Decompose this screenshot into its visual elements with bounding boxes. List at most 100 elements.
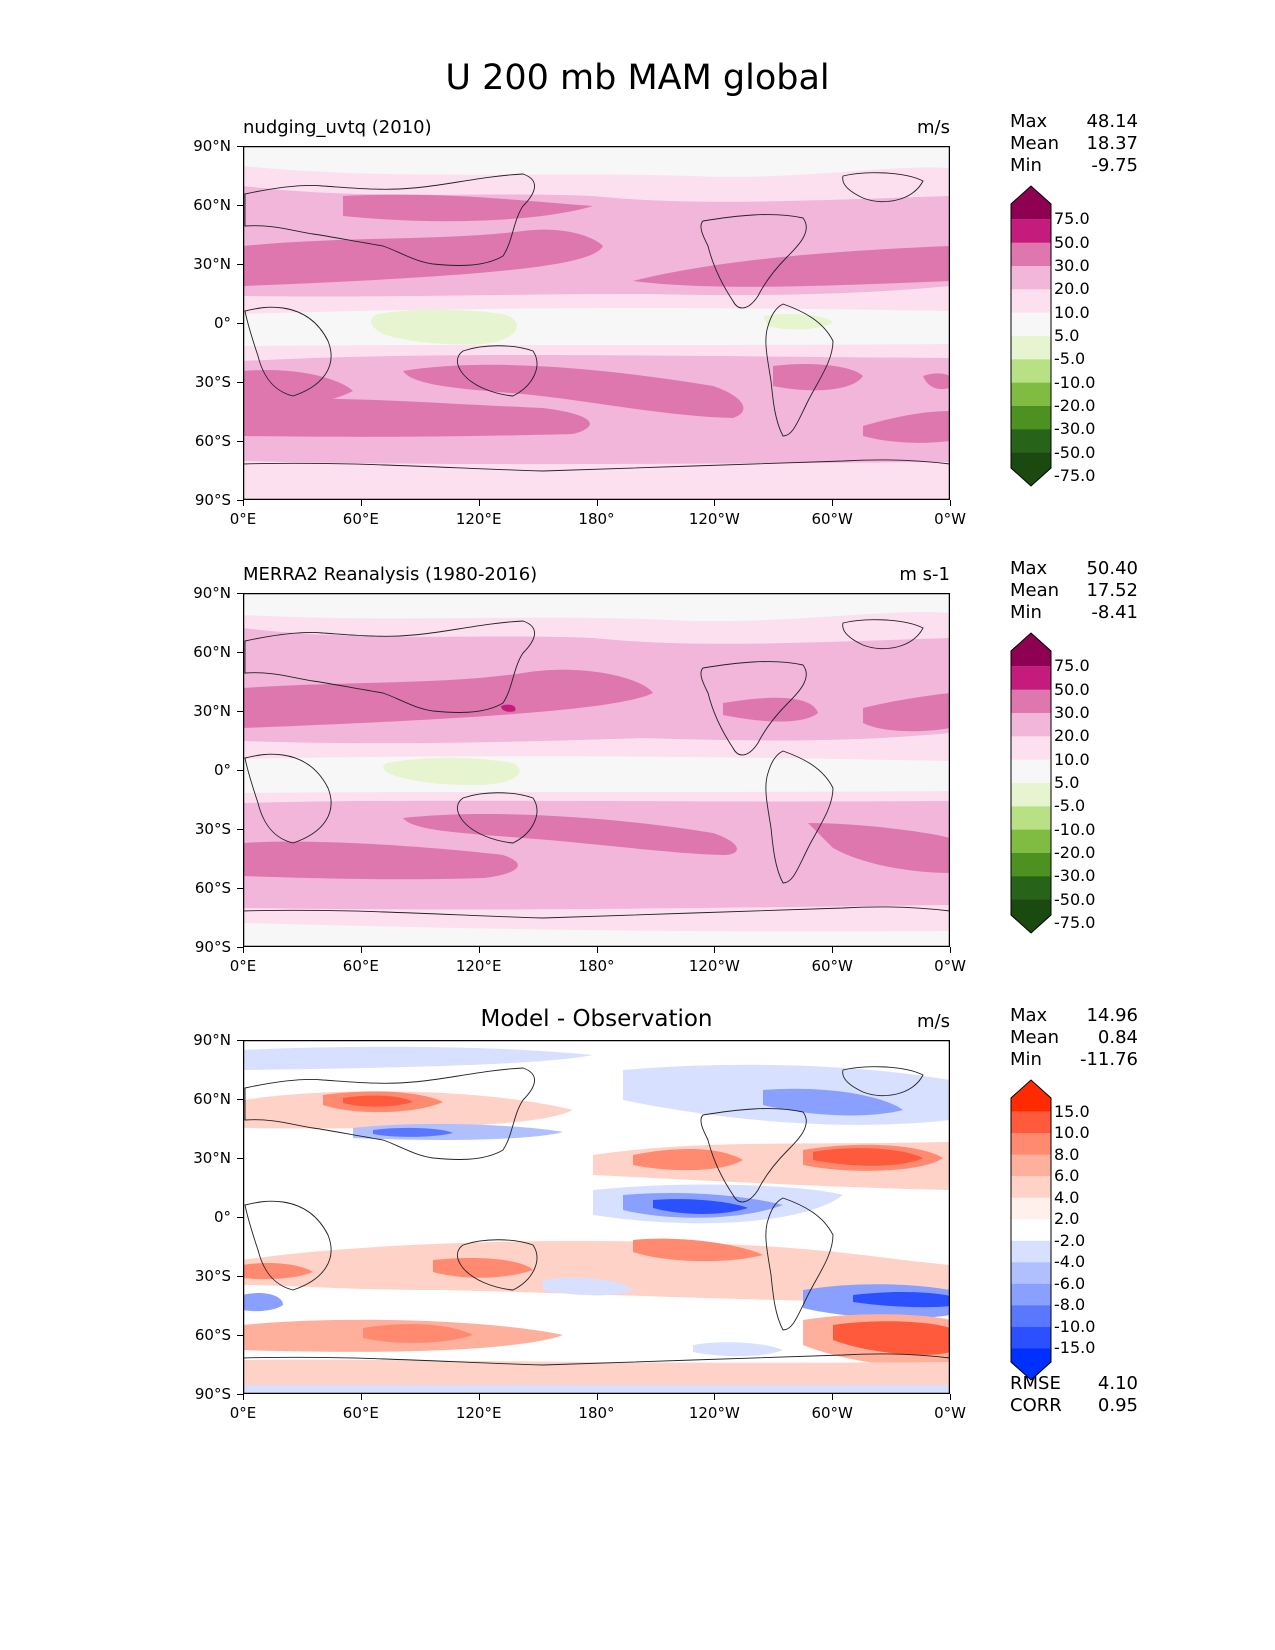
colorbar-tick-label: 30.0: [1054, 256, 1090, 275]
lat-tick-label: 30°N: [193, 1149, 231, 1167]
lon-tick-mark: [478, 1394, 480, 1400]
contour-band: [371, 309, 517, 345]
colorbar-swatch: [1011, 876, 1051, 901]
lon-tick-mark: [714, 1394, 716, 1400]
lon-tick-mark: [243, 1394, 244, 1400]
colorbar-swatch: [1011, 1176, 1051, 1199]
colorbar-swatch: [1011, 666, 1051, 691]
lat-tick-mark: [237, 1099, 243, 1100]
colorbar-tick-label: -8.0: [1054, 1295, 1086, 1315]
contour-band: [633, 246, 950, 287]
lat-tick-mark: [237, 1040, 243, 1041]
colorbar-swatch: [1011, 312, 1051, 337]
colorbar-swatch: [1011, 1326, 1051, 1349]
max-value: 50.40: [1086, 558, 1138, 579]
lat-tick-mark: [237, 146, 243, 147]
lat-tick-label: 30°N: [193, 255, 231, 273]
coastline: [842, 1066, 924, 1097]
panel-1-units: m/s: [917, 117, 950, 138]
contour-band: [243, 370, 353, 407]
lat-tick-mark: [237, 947, 243, 948]
lon-tick-mark: [478, 500, 480, 506]
contour-band: [363, 1324, 473, 1343]
lon-tick-label: 120°E: [455, 1404, 502, 1422]
colorbar-tick-label: 10.0: [1054, 1123, 1090, 1143]
max-label: Max: [1010, 1005, 1048, 1026]
contour-band: [863, 411, 950, 443]
coastline: [456, 345, 538, 397]
lon-tick-mark: [596, 500, 598, 506]
contour-band: [243, 1359, 950, 1389]
lon-tick-mark: [950, 1394, 951, 1400]
contour-band: [243, 1385, 950, 1394]
panel-1-title: nudging_uvtq (2010): [243, 117, 432, 138]
lat-tick-mark: [237, 829, 243, 830]
min-label: Min: [1010, 1049, 1042, 1070]
colorbar-swatch: [1011, 186, 1051, 220]
colorbar-tick-label: -5.0: [1054, 796, 1086, 816]
lat-tick-label: 60°N: [193, 196, 231, 214]
contour-band: [243, 229, 603, 286]
coastline: [765, 750, 834, 884]
colorbar-tick-label: 5.0: [1054, 773, 1080, 792]
coastline: [244, 1067, 535, 1160]
contour-band: [343, 194, 593, 222]
colorbar-tick-label: -2.0: [1054, 1230, 1086, 1250]
coastlines: [243, 1066, 950, 1366]
lon-tick-label: 120°E: [455, 957, 502, 975]
lon-tick-label: 60°W: [811, 957, 853, 975]
contour-band: [373, 1127, 453, 1137]
lat-tick-mark: [237, 441, 243, 442]
coastline: [700, 1108, 807, 1203]
map-frame: [243, 1040, 950, 1394]
min-label: Min: [1010, 602, 1042, 623]
coastline: [243, 459, 950, 472]
colorbar-tick-label: 2.0: [1054, 1209, 1080, 1229]
panel-3-stats: Max 14.96 Mean 0.84 Min -11.76: [1010, 1005, 1138, 1071]
lat-tick-label: 0°: [213, 314, 231, 332]
lat-tick-mark: [237, 382, 243, 383]
colorbar-tick-label: -75.0: [1054, 466, 1096, 485]
colorbar-tick-label: -10.0: [1054, 372, 1096, 392]
colorbar-swatch: [1011, 689, 1051, 714]
mean-value: 17.52: [1086, 580, 1138, 601]
lat-tick-mark: [237, 500, 243, 501]
lon-tick-mark: [714, 500, 716, 506]
colorbar-swatch: [1011, 242, 1051, 267]
colorbar: [1010, 185, 1052, 487]
colorbar-tick-label: 30.0: [1054, 703, 1090, 722]
corr-value: 0.95: [1097, 1395, 1138, 1416]
rmse-label: RMSE: [1010, 1373, 1061, 1394]
lat-tick-mark: [237, 323, 243, 324]
lon-tick-label: 0°E: [229, 1404, 257, 1422]
contour-fills: [243, 593, 950, 947]
panel-1-stats: Max 48.14 Mean 18.37 Min -9.75: [1010, 111, 1138, 177]
mean-label: Mean: [1010, 1027, 1060, 1048]
lon-tick-mark: [478, 947, 480, 953]
colorbar-tick-label: -4.0: [1054, 1252, 1086, 1272]
lat-tick-label: 30°N: [193, 702, 231, 720]
lat-tick-mark: [237, 652, 243, 653]
colorbar-tick-label: -6.0: [1054, 1273, 1086, 1293]
coastline: [243, 906, 950, 919]
lat-tick-label: 90°S: [194, 491, 231, 509]
contour-band: [243, 461, 950, 500]
colorbar-outline: [1010, 632, 1052, 934]
lon-tick-label: 0°W: [934, 1404, 966, 1422]
contour-band: [383, 757, 520, 786]
contour-band: [543, 1278, 633, 1296]
colorbar-tick-label: 8.0: [1054, 1144, 1080, 1164]
colorbar-tick-label: -50.0: [1054, 442, 1096, 462]
lon-tick-label: 120°E: [455, 510, 502, 528]
lon-tick-mark: [714, 947, 716, 953]
contour-band: [763, 314, 833, 330]
colorbar-swatch: [1011, 266, 1051, 290]
lat-tick-mark: [237, 770, 243, 771]
rmse-value: 4.10: [1097, 1373, 1138, 1394]
panel-2-map: [243, 593, 950, 947]
lat-tick-mark: [237, 711, 243, 712]
contour-band: [243, 1240, 950, 1302]
contour-band: [633, 1148, 743, 1171]
colorbar-swatch: [1011, 899, 1051, 933]
contour-band: [863, 693, 950, 732]
